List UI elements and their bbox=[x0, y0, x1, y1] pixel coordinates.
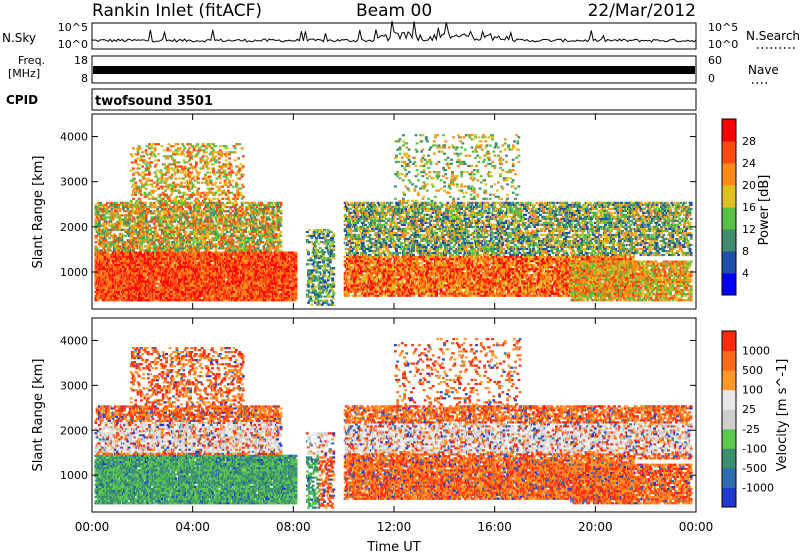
power-cell bbox=[114, 256, 117, 258]
beam-label: Beam 00 bbox=[356, 1, 432, 21]
power-cell bbox=[122, 295, 125, 297]
power-cell bbox=[135, 295, 138, 297]
freq-label-1: Freq. bbox=[18, 54, 45, 67]
nave-band bbox=[93, 66, 695, 74]
power-cell bbox=[108, 262, 111, 264]
cpid-panel: twofsound 3501 bbox=[92, 89, 696, 110]
freq-tick-top: 18 bbox=[74, 54, 88, 67]
nave-tick-top: 60 bbox=[708, 54, 722, 67]
cpid-label: CPID bbox=[6, 93, 38, 107]
nsky-tick-bottom: 10^0 bbox=[58, 38, 88, 51]
power-cell bbox=[122, 283, 125, 285]
nsearch-tick-bottom: 10^0 bbox=[708, 38, 738, 51]
power-cell bbox=[131, 258, 134, 260]
nsky-trace bbox=[92, 21, 696, 42]
freq-tick-bottom: 8 bbox=[81, 72, 88, 85]
nsearch-tick-top: 10^5 bbox=[708, 21, 738, 34]
power-cell bbox=[117, 299, 120, 301]
nave-label: Nave bbox=[748, 63, 779, 77]
power-cell bbox=[123, 270, 126, 272]
power-cell bbox=[107, 260, 110, 262]
power-cell bbox=[139, 252, 142, 254]
power-cell bbox=[144, 276, 147, 278]
power-cell bbox=[137, 256, 140, 258]
power-cell bbox=[106, 252, 109, 254]
nsky-tick-top: 10^5 bbox=[58, 21, 88, 34]
power-cell bbox=[117, 274, 120, 276]
nsky-panel: N.Sky 10^5 10^0 10^5 10^0 N.Search bbox=[2, 21, 800, 51]
power-cell bbox=[97, 299, 100, 301]
power-cell bbox=[98, 272, 101, 274]
power-cell bbox=[140, 274, 143, 276]
cpid-value: twofsound 3501 bbox=[95, 94, 213, 109]
power-cell bbox=[111, 289, 114, 291]
power-cell bbox=[124, 268, 127, 270]
power-scatter bbox=[95, 134, 693, 306]
station-title: Rankin Inlet (fitACF) bbox=[92, 1, 262, 21]
nsky-label: N.Sky bbox=[2, 31, 36, 45]
radar-summary-plot: Rankin Inlet (fitACF) Beam 00 22/Mar/201… bbox=[0, 0, 800, 554]
power-cell bbox=[122, 276, 125, 278]
nsearch-label: N.Search bbox=[746, 29, 800, 43]
power-cell bbox=[117, 291, 120, 293]
power-cell bbox=[145, 295, 148, 297]
nave-tick-bottom: 0 bbox=[708, 72, 715, 85]
date-label: 22/Mar/2012 bbox=[588, 1, 696, 21]
power-cell bbox=[103, 266, 106, 268]
power-cell bbox=[146, 270, 149, 272]
freq-panel: Freq. [MHz] 18 8 60 0 Nave bbox=[8, 54, 779, 85]
power-cell bbox=[140, 268, 143, 270]
freq-label-2: [MHz] bbox=[8, 67, 40, 80]
power-cell bbox=[140, 266, 143, 268]
